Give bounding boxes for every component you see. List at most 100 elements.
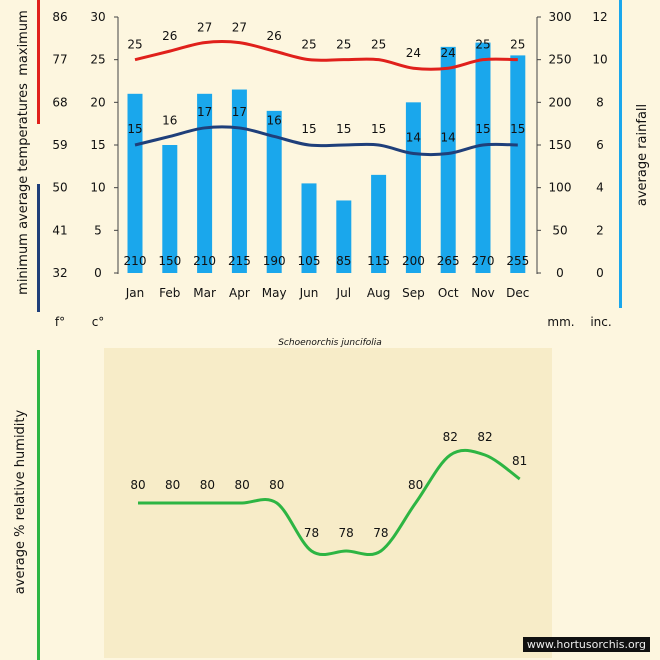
min-temperature-label: 14 xyxy=(406,131,421,145)
rainfall-value-label: 85 xyxy=(336,254,351,268)
rainfall-bars xyxy=(127,42,526,274)
max-temperature-label: 27 xyxy=(197,21,212,35)
rainfall-value-label: 210 xyxy=(193,254,216,268)
inch-tick: 6 xyxy=(596,138,604,152)
mm-unit-label: mm. xyxy=(547,315,574,329)
month-label: Nov xyxy=(471,286,494,300)
mm-tick: 250 xyxy=(549,53,572,67)
inch-tick: 8 xyxy=(596,95,604,109)
inch-tick: 2 xyxy=(596,223,604,237)
celsius-tick: 15 xyxy=(90,138,105,152)
rainfall-bar xyxy=(440,46,456,273)
fahrenheit-tick: 32 xyxy=(52,266,67,280)
min-temperature-label: 16 xyxy=(162,113,177,127)
rainfall-value-label: 150 xyxy=(158,254,181,268)
fahrenheit-unit-label: f° xyxy=(55,315,65,329)
max-temperature-label: 25 xyxy=(127,38,142,52)
month-label: Jun xyxy=(299,286,319,300)
axis-ticks: 0 32 5 41 10 50 15 59 20 68 25 77 30 86 0 0 50 2 100 4 150 6 2… xyxy=(52,10,607,280)
rainfall-value-labels: 210 150 210 215 190 105 85 115 200 265 270 255 xyxy=(124,254,530,268)
inch-unit-label: inc. xyxy=(590,315,611,329)
humidity-value-label: 82 xyxy=(477,430,492,444)
minimum-label: minimum xyxy=(16,233,31,295)
humidity-value-label: 82 xyxy=(443,430,458,444)
rainfall-bar xyxy=(371,174,387,273)
celsius-tick: 20 xyxy=(90,95,105,109)
rainfall-bar xyxy=(231,89,247,274)
fahrenheit-tick: 50 xyxy=(52,181,67,195)
fahrenheit-tick: 59 xyxy=(52,138,67,152)
rainfall-bar xyxy=(266,110,282,273)
celsius-unit-label: c° xyxy=(92,315,105,329)
rainfall-bar xyxy=(197,93,213,273)
humidity-value-label: 78 xyxy=(304,526,319,540)
min-temperature-label: 15 xyxy=(127,122,142,136)
humidity-value-label: 80 xyxy=(408,478,423,492)
rainfall-bar xyxy=(510,55,526,274)
min-temperature-label: 17 xyxy=(232,105,247,119)
fahrenheit-tick: 86 xyxy=(52,10,67,24)
rainfall-axis-label: average rainfall xyxy=(635,104,650,206)
temperature-lines xyxy=(134,40,518,157)
max-temperature-label: 25 xyxy=(336,38,351,52)
humidity-line xyxy=(138,448,521,557)
rainfall-bar xyxy=(336,200,352,273)
rainfall-bar xyxy=(405,102,421,273)
celsius-tick: 30 xyxy=(90,10,105,24)
month-label: Apr xyxy=(229,286,250,300)
maximum-label: maximum xyxy=(16,10,31,76)
mm-tick: 100 xyxy=(549,181,572,195)
rainfall-legend-bar xyxy=(619,0,622,308)
celsius-tick: 0 xyxy=(94,266,102,280)
min-temperature-label: 17 xyxy=(197,105,212,119)
rainfall-value-label: 200 xyxy=(402,254,425,268)
humidity-legend-bar xyxy=(37,350,40,660)
humidity-line-group: 80 80 80 80 80 78 78 78 80 82 82 81 xyxy=(130,430,527,557)
rainfall-bar xyxy=(127,93,143,273)
max-temperature-label: 25 xyxy=(301,38,316,52)
rainfall-bar xyxy=(475,42,491,273)
humidity-value-label: 78 xyxy=(339,526,354,540)
month-label: Oct xyxy=(438,286,459,300)
month-label: Feb xyxy=(159,286,180,300)
max-temperature-label: 26 xyxy=(267,29,282,43)
min-temperature-label: 15 xyxy=(371,122,386,136)
humidity-value-label: 80 xyxy=(234,478,249,492)
month-label: Dec xyxy=(506,286,529,300)
inch-tick: 0 xyxy=(596,266,604,280)
rainfall-value-label: 105 xyxy=(298,254,321,268)
max-temperature-label: 25 xyxy=(371,38,386,52)
month-label: Sep xyxy=(402,286,425,300)
month-label: Mar xyxy=(193,286,216,300)
mm-tick: 300 xyxy=(549,10,572,24)
rainfall-value-label: 115 xyxy=(367,254,390,268)
maximum-legend-bar xyxy=(37,0,40,124)
celsius-tick: 5 xyxy=(94,223,102,237)
celsius-tick: 25 xyxy=(90,53,105,67)
min-temperature-label: 15 xyxy=(336,122,351,136)
mm-tick: 150 xyxy=(549,138,572,152)
inch-tick: 4 xyxy=(596,181,604,195)
min-temperature-line xyxy=(134,125,518,157)
rainfall-value-label: 270 xyxy=(472,254,495,268)
month-label: Aug xyxy=(367,286,390,300)
mm-tick: 200 xyxy=(549,95,572,109)
rainfall-bar xyxy=(162,145,178,273)
fahrenheit-tick: 41 xyxy=(52,223,67,237)
month-label: May xyxy=(262,286,287,300)
max-temperature-label: 24 xyxy=(441,46,456,60)
celsius-tick: 10 xyxy=(90,181,105,195)
mm-tick: 50 xyxy=(552,223,567,237)
inch-tick: 12 xyxy=(592,10,607,24)
min-temperature-label: 14 xyxy=(441,131,456,145)
humidity-value-label: 81 xyxy=(512,454,527,468)
humidity-value-label: 78 xyxy=(373,526,388,540)
temperature-axis-label: average temperatures xyxy=(16,83,31,229)
fahrenheit-tick: 68 xyxy=(52,95,67,109)
min-temperature-label: 15 xyxy=(510,122,525,136)
species-caption: Schoenorchis juncifolia xyxy=(278,338,382,348)
max-temperature-label: 25 xyxy=(510,38,525,52)
min-temperature-label: 15 xyxy=(301,122,316,136)
temperature-value-labels: 25 26 27 27 26 25 25 25 24 24 25 25 15 16 17 17 16 15 15 15… xyxy=(127,21,525,145)
month-label: Jan xyxy=(125,286,145,300)
